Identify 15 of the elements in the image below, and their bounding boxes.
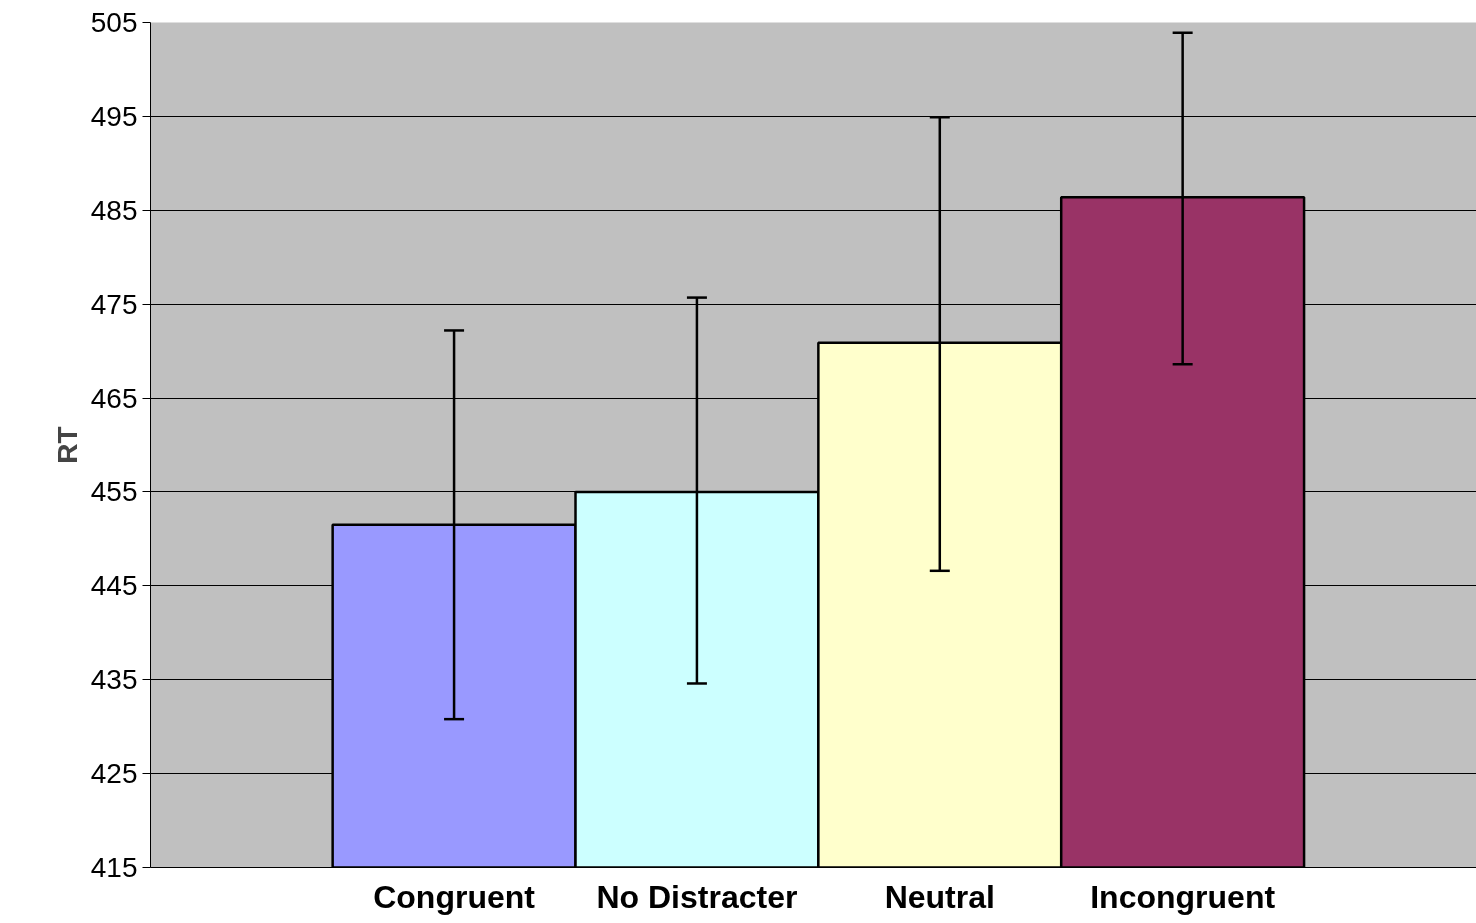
x-tick-label: Neutral — [884, 878, 995, 915]
x-tick-label: No Distracter — [596, 878, 798, 915]
y-tick-label: 425 — [90, 758, 138, 790]
y-tick-label: 465 — [90, 382, 138, 414]
y-tick-label: 445 — [90, 570, 138, 602]
y-tick-label: 485 — [90, 194, 138, 226]
y-tick-label: 495 — [90, 100, 138, 132]
y-axis-title: RT — [51, 426, 83, 464]
y-tick-label: 455 — [90, 476, 138, 508]
y-tick-label: 415 — [90, 852, 138, 883]
y-tick-label: 435 — [90, 664, 138, 696]
x-tick-label: Congruent — [373, 878, 536, 915]
x-tick-label: Incongruent — [1090, 878, 1276, 915]
y-tick-label: 475 — [90, 288, 138, 320]
y-tick-label: 505 — [90, 7, 138, 38]
